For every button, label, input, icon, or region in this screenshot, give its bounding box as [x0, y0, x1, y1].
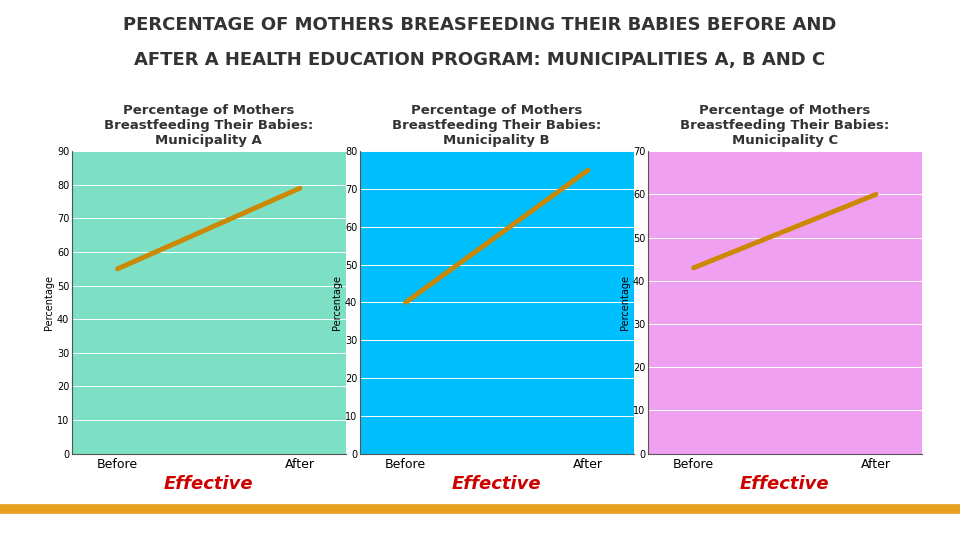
Title: Percentage of Mothers
Breastfeeding Their Babies:
Municipality C: Percentage of Mothers Breastfeeding Thei… [681, 104, 889, 147]
Title: Percentage of Mothers
Breastfeeding Their Babies:
Municipality A: Percentage of Mothers Breastfeeding Thei… [105, 104, 313, 147]
Y-axis label: Percentage: Percentage [332, 275, 342, 330]
Text: Effective: Effective [164, 475, 253, 493]
Text: Effective: Effective [740, 475, 829, 493]
Y-axis label: Percentage: Percentage [44, 275, 54, 330]
Y-axis label: Percentage: Percentage [620, 275, 630, 330]
Text: AFTER A HEALTH EDUCATION PROGRAM: MUNICIPALITIES A, B AND C: AFTER A HEALTH EDUCATION PROGRAM: MUNICI… [134, 51, 826, 69]
Title: Percentage of Mothers
Breastfeeding Their Babies:
Municipality B: Percentage of Mothers Breastfeeding Thei… [393, 104, 601, 147]
Text: PERCENTAGE OF MOTHERS BREASFEEDING THEIR BABIES BEFORE AND: PERCENTAGE OF MOTHERS BREASFEEDING THEIR… [123, 16, 837, 34]
Text: Effective: Effective [452, 475, 541, 493]
